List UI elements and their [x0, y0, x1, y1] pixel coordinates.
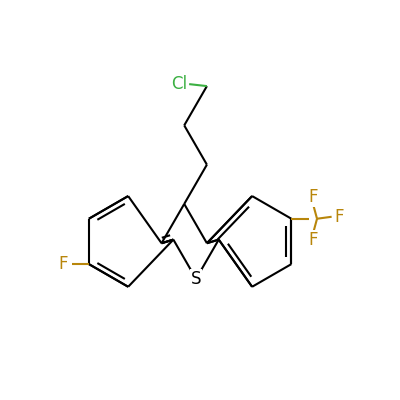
Text: F: F: [308, 188, 318, 206]
Text: F: F: [334, 208, 344, 226]
Text: F: F: [308, 232, 318, 250]
Text: S: S: [191, 270, 201, 288]
Text: F: F: [58, 255, 68, 273]
Text: Cl: Cl: [171, 75, 187, 93]
